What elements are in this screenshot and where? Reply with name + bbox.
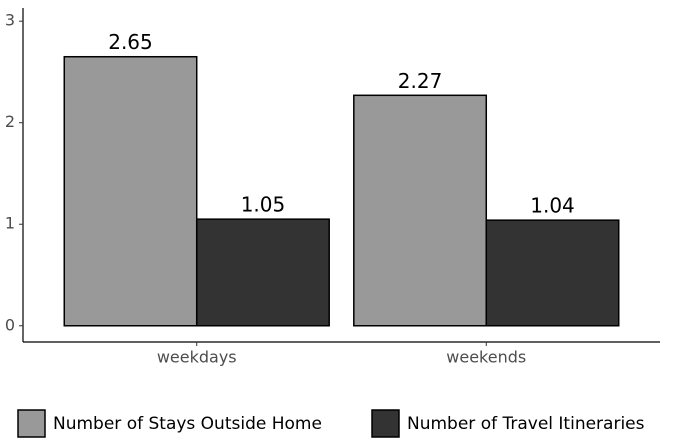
legend-label: Number of Travel Itineraries	[407, 414, 645, 434]
x-tick-label: weekends	[446, 348, 526, 367]
bar	[195, 218, 330, 327]
value-label: 1.05	[241, 193, 286, 217]
bar	[353, 94, 488, 327]
bar	[63, 55, 198, 327]
legend-swatch	[371, 409, 400, 438]
y-tick-label: 0	[5, 315, 15, 334]
y-tick-label: 1	[5, 214, 15, 233]
legend-swatch	[17, 409, 46, 438]
y-tick-label: 3	[5, 11, 15, 30]
value-label: 1.04	[530, 194, 575, 218]
legend-label: Number of Stays Outside Home	[53, 414, 322, 434]
value-label: 2.65	[108, 30, 153, 54]
value-label: 2.27	[398, 69, 443, 93]
x-tick-label: weekdays	[157, 348, 237, 367]
y-tick-label: 2	[5, 112, 15, 131]
bar	[485, 219, 620, 327]
